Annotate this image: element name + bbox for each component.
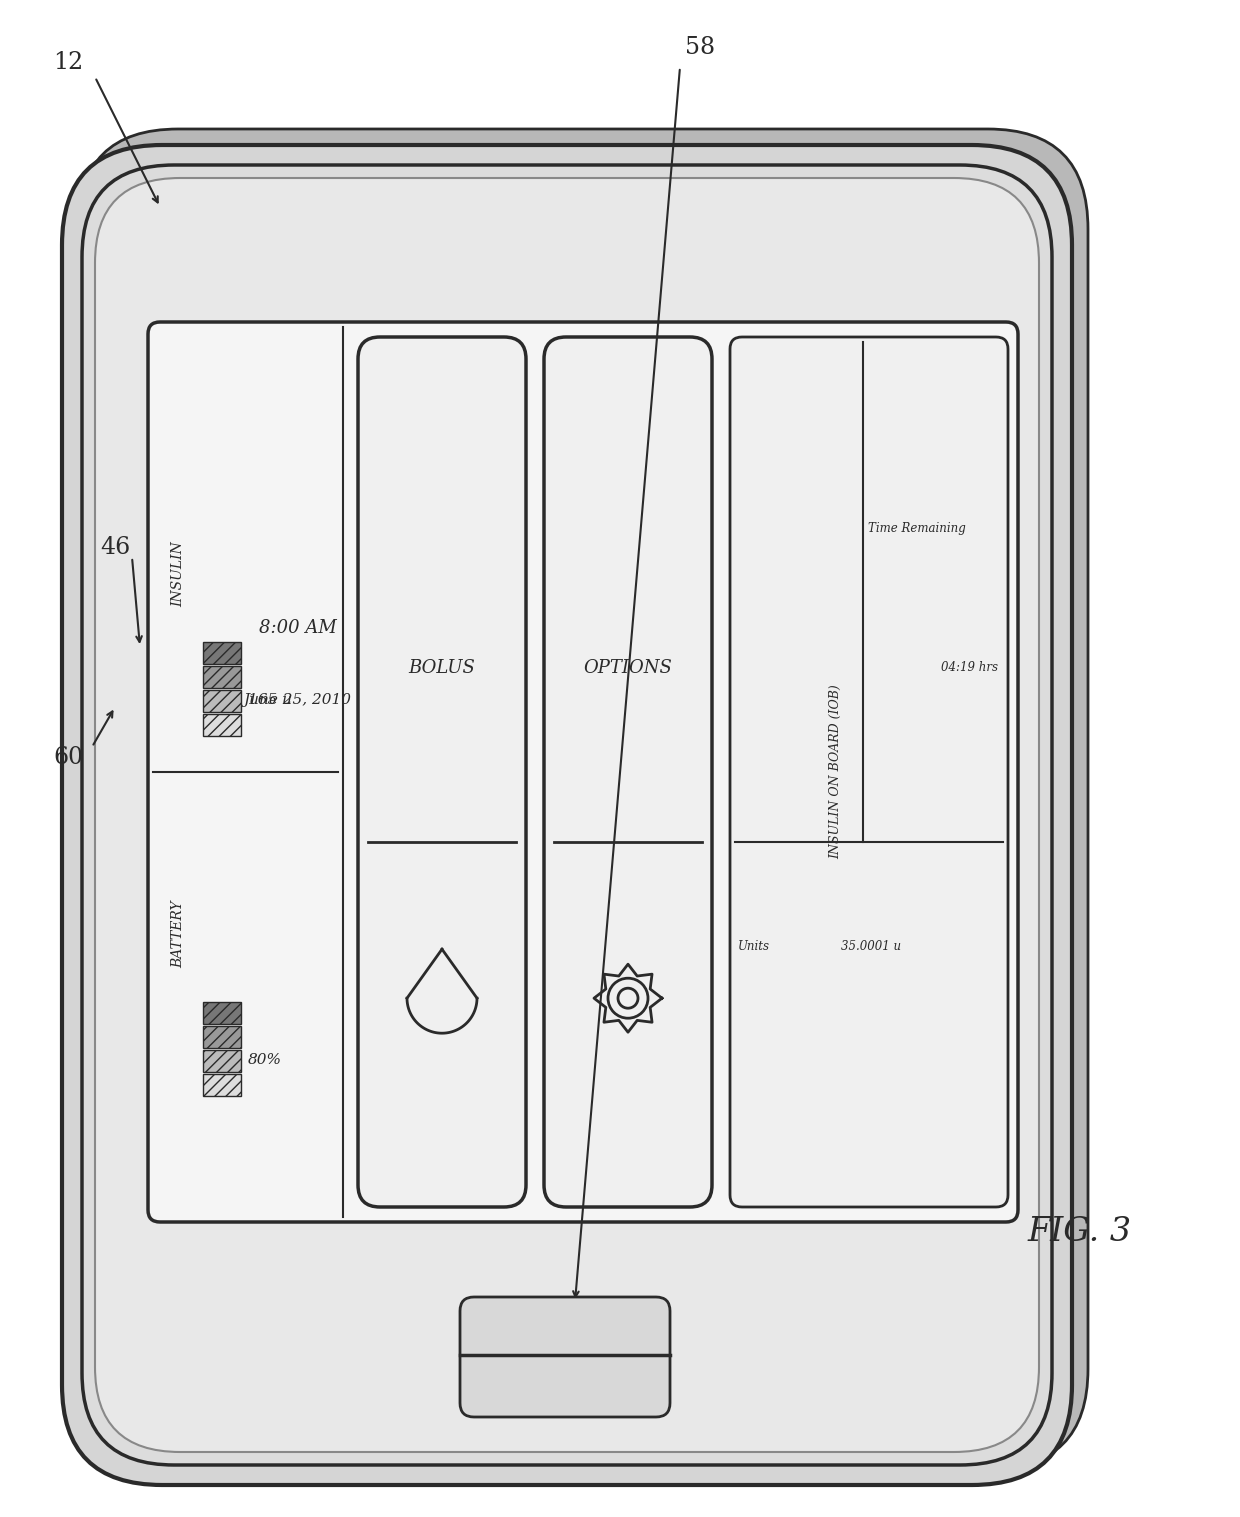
Text: BATTERY: BATTERY <box>171 900 185 968</box>
Text: 12: 12 <box>53 50 83 73</box>
Text: 58: 58 <box>684 35 715 59</box>
Bar <box>203 666 241 689</box>
Text: 35.0001 u: 35.0001 u <box>841 939 901 953</box>
FancyBboxPatch shape <box>82 165 1052 1465</box>
FancyBboxPatch shape <box>544 337 712 1208</box>
Text: 60: 60 <box>53 745 83 769</box>
Bar <box>203 642 241 664</box>
Text: INSULIN ON BOARD (IOB): INSULIN ON BOARD (IOB) <box>830 684 842 859</box>
Text: 80%: 80% <box>248 1053 281 1066</box>
Text: 165 u: 165 u <box>248 693 291 707</box>
FancyBboxPatch shape <box>62 146 1073 1485</box>
Bar <box>203 1025 241 1048</box>
Text: FIG. 3: FIG. 3 <box>1028 1217 1132 1248</box>
Text: BOLUS: BOLUS <box>408 658 475 677</box>
FancyBboxPatch shape <box>148 322 1018 1223</box>
Bar <box>203 1003 241 1024</box>
Bar <box>203 690 241 711</box>
Text: OPTIONS: OPTIONS <box>584 658 672 677</box>
FancyBboxPatch shape <box>460 1297 670 1417</box>
Text: June 25, 2010: June 25, 2010 <box>244 693 352 707</box>
FancyBboxPatch shape <box>730 337 1008 1208</box>
Text: 04:19 hrs: 04:19 hrs <box>941 661 998 674</box>
Text: INSULIN: INSULIN <box>171 542 185 607</box>
Bar <box>203 1050 241 1073</box>
Text: 8:00 AM: 8:00 AM <box>259 619 337 637</box>
Bar <box>203 715 241 736</box>
Text: Time Remaining: Time Remaining <box>868 522 966 536</box>
Bar <box>203 1074 241 1095</box>
FancyBboxPatch shape <box>95 177 1039 1452</box>
FancyBboxPatch shape <box>78 129 1087 1468</box>
Text: 46: 46 <box>100 536 130 558</box>
FancyBboxPatch shape <box>358 337 526 1208</box>
Text: Units: Units <box>738 939 770 953</box>
